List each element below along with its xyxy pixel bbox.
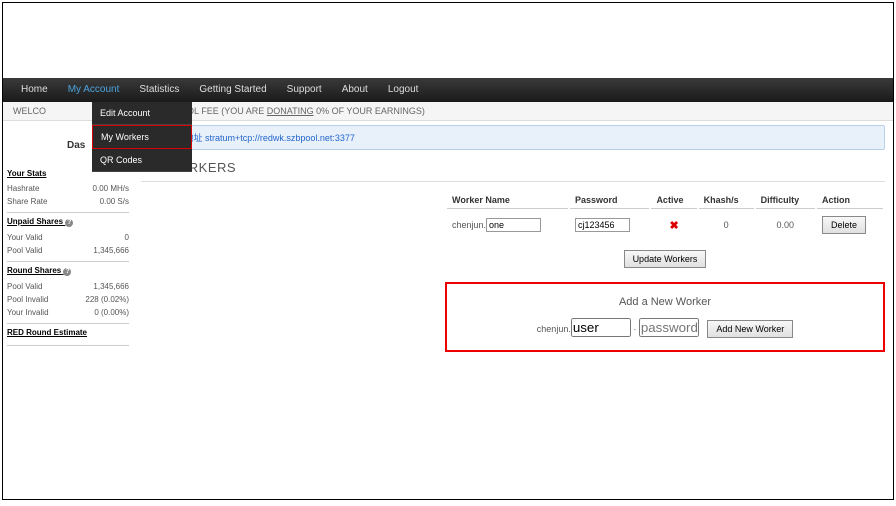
th-khash: Khash/s: [699, 192, 754, 209]
th-action: Action: [817, 192, 883, 209]
dropdown-qr-codes[interactable]: QR Codes: [92, 149, 192, 172]
delete-button[interactable]: Delete: [822, 216, 866, 234]
new-worker-name-input[interactable]: [571, 318, 631, 337]
nav-support[interactable]: Support: [277, 78, 332, 102]
welcome-fee: 1% POOL FEE (YOU ARE DONATING 0% OF YOUR…: [159, 106, 425, 116]
myaccount-dropdown: Edit Account My Workers QR Codes: [92, 102, 192, 172]
help-icon: ?: [63, 268, 71, 276]
nav-logout[interactable]: Logout: [378, 78, 429, 102]
sidebar-red-round: RED Round Estimate: [7, 328, 129, 337]
workers-table: Worker Name Password Active Khash/s Diff…: [445, 190, 885, 241]
sidebar-unpaid-shares: Unpaid Shares ?: [7, 217, 129, 227]
worker-name-input[interactable]: [486, 218, 541, 232]
th-password: Password: [570, 192, 649, 209]
new-worker-password-input[interactable]: [639, 318, 699, 337]
th-difficulty: Difficulty: [756, 192, 815, 209]
sidebar-round-shares: Round Shares ?: [7, 266, 129, 276]
nav-myaccount[interactable]: My Account: [58, 78, 130, 102]
table-row: chenjun. ✖ 0 0.00 Delete: [447, 211, 883, 239]
add-worker-title: Add a New Worker: [459, 296, 871, 308]
nav-getting-started[interactable]: Getting Started: [189, 78, 276, 102]
page-title: MY WORKERS: [141, 150, 885, 182]
inactive-icon: ✖: [669, 220, 678, 232]
main-content: i 挖矿地址 stratum+tcp://redwk.szbpool.net:3…: [133, 121, 893, 356]
welcome-prefix: WELCO: [13, 106, 46, 116]
th-worker-name: Worker Name: [447, 192, 568, 209]
nav-statistics[interactable]: Statistics: [129, 78, 189, 102]
add-worker-box: Add a New Worker chenjun. · Add New Work…: [445, 282, 885, 352]
stratum-info: i 挖矿地址 stratum+tcp://redwk.szbpool.net:3…: [141, 125, 885, 150]
dropdown-edit-account[interactable]: Edit Account: [92, 102, 192, 125]
dashboard-label: Das: [63, 138, 89, 153]
help-icon: ?: [65, 219, 73, 227]
sidebar: Your Stats Hashrate0.00 MH/s Share Rate0…: [3, 161, 133, 356]
nav-home[interactable]: Home: [11, 78, 58, 102]
worker-password-input[interactable]: [575, 218, 630, 232]
nav-about[interactable]: About: [332, 78, 378, 102]
top-nav: Home My Account Statistics Getting Start…: [3, 78, 893, 102]
dropdown-my-workers[interactable]: My Workers: [92, 125, 192, 149]
update-workers-button[interactable]: Update Workers: [624, 250, 707, 268]
add-new-worker-button[interactable]: Add New Worker: [707, 320, 793, 338]
th-active: Active: [651, 192, 696, 209]
